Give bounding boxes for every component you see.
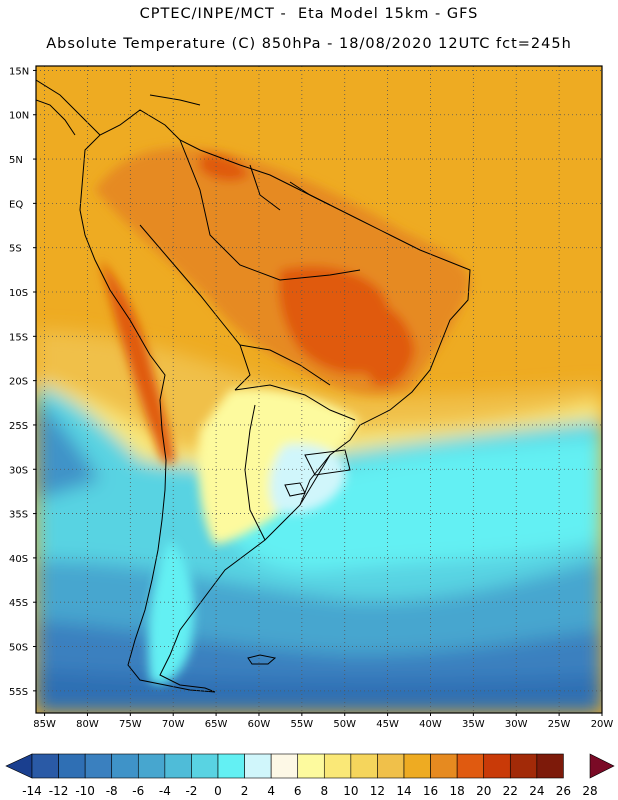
lon-label: 80W (76, 719, 99, 730)
colorbar-label: 12 (370, 784, 385, 798)
lat-label: 15N (9, 66, 29, 77)
colorbar-label: -6 (132, 784, 144, 798)
lon-label: 65W (205, 719, 228, 730)
colorbar-swatch (137, 753, 166, 779)
lat-label: 40S (9, 554, 28, 565)
colorbar-label: -2 (185, 784, 197, 798)
lat-label: 30S (9, 465, 28, 476)
colorbar-label: 8 (320, 784, 328, 798)
colorbar-label: 28 (582, 784, 597, 798)
lon-label: 75W (119, 719, 142, 730)
lon-label: 70W (162, 719, 185, 730)
lat-label: 25S (9, 421, 28, 432)
lon-label: 30W (505, 719, 528, 730)
lat-label: 10S (9, 288, 28, 299)
lon-label: 35W (462, 719, 485, 730)
lon-label: 25W (548, 719, 571, 730)
lon-label: 45W (376, 719, 399, 730)
colorbar-swatch (483, 753, 511, 779)
coastlines-borders (36, 79, 471, 693)
colorbar-swatch (270, 753, 299, 779)
colorbar-swatch (58, 753, 86, 779)
colorbar-label: 16 (423, 784, 438, 798)
lat-label: 50S (9, 643, 28, 654)
colorbar-label: 10 (343, 784, 358, 798)
colorbar-swatch (350, 753, 378, 779)
colorbar-swatch (31, 753, 59, 779)
colorbar-label: -12 (49, 784, 69, 798)
colorbar-swatch (217, 753, 245, 779)
latitude-labels: 15N 10N 5N EQ 5S 10S 15S 20S 25S 30S 35S 40S 45S 50S 5… (9, 66, 29, 697)
colorbar-swatch (509, 753, 538, 779)
lon-label: 85W (33, 719, 56, 730)
lat-label: 10N (9, 111, 29, 122)
map-frame (35, 65, 603, 714)
colorbar-label: 4 (267, 784, 275, 798)
colorbar-swatch (323, 753, 352, 779)
lat-label: 55S (9, 687, 28, 698)
colorbar-label: -4 (159, 784, 171, 798)
chart-title-line2: Absolute Temperature (C) 850hPa - 18/08/… (46, 36, 572, 52)
colorbar-swatch (377, 753, 405, 779)
colorbar-label: 6 (294, 784, 302, 798)
colorbar-label: 20 (476, 784, 491, 798)
lat-label: 15S (9, 332, 28, 343)
colorbar-label: 24 (529, 784, 544, 798)
chart-title-line1: CPTEC/INPE/MCT - Eta Model 15km - GFS (139, 6, 479, 22)
colorbar-swatch (111, 753, 139, 779)
colorbar: -14 -12 -10 -8 -6 -4 -2 0 2 4 6 8 10 12 14 16 18 20 22 24 26… (5, 753, 615, 798)
lat-label: 45S (9, 598, 28, 609)
colorbar-min-arrow (5, 753, 33, 779)
temperature-map: 15N 10N 5N EQ 5S 10S 15S 20S 25S 30S 35S 40S 45S 50S 5… (9, 65, 613, 730)
colorbar-swatch (164, 753, 192, 779)
colorbar-label: 18 (450, 784, 465, 798)
colorbar-swatch (191, 753, 219, 779)
lat-label: 20S (9, 377, 28, 388)
lon-label: 55W (291, 719, 314, 730)
colorbar-label: 22 (503, 784, 518, 798)
colorbar-swatch (84, 753, 113, 779)
longitude-labels: 85W 80W 75W 70W 65W 60W 55W 50W 45W 40W 35W 30W 25W 2… (33, 719, 613, 730)
lat-label: 5N (9, 155, 23, 166)
colorbar-swatch (403, 753, 431, 779)
colorbar-label: -14 (22, 784, 42, 798)
colorbar-label: 26 (556, 784, 571, 798)
colorbar-label: -8 (106, 784, 118, 798)
colorbar-swatch (244, 753, 272, 779)
lon-label: 20W (591, 719, 614, 730)
temperature-field (36, 66, 602, 713)
colorbar-max-arrow (589, 753, 615, 779)
lat-label: EQ (9, 199, 23, 210)
lat-label: 35S (9, 510, 28, 521)
lon-label: 40W (419, 719, 442, 730)
colorbar-swatch (430, 753, 458, 779)
colorbar-swatch (456, 753, 485, 779)
colorbar-label: 2 (241, 784, 249, 798)
colorbar-label: -10 (75, 784, 95, 798)
lat-label: 5S (9, 244, 22, 255)
colorbar-swatch (297, 753, 325, 779)
colorbar-label: 0 (214, 784, 222, 798)
lon-label: 50W (333, 719, 356, 730)
colorbar-swatch (536, 753, 564, 779)
colorbar-label: 14 (396, 784, 411, 798)
lon-label: 60W (248, 719, 271, 730)
